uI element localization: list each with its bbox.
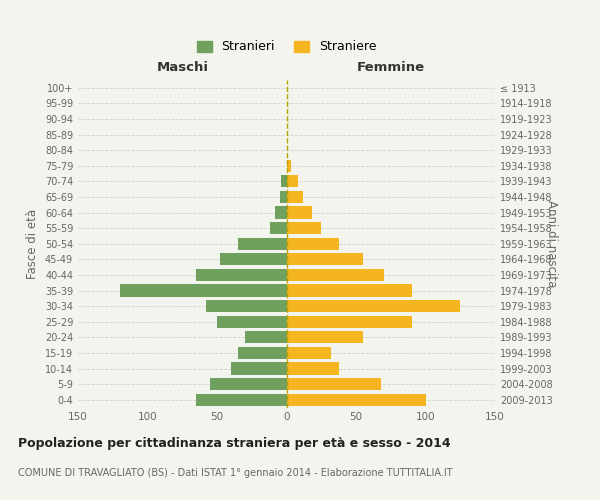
Bar	[210, 378, 287, 390]
Text: Maschi: Maschi	[156, 61, 208, 74]
Bar	[287, 284, 412, 296]
Bar	[287, 347, 331, 359]
Bar	[287, 331, 363, 344]
Bar	[196, 394, 287, 406]
Bar	[287, 176, 298, 188]
Bar	[287, 206, 311, 218]
Bar	[280, 191, 287, 203]
Text: COMUNE DI TRAVAGLIATO (BS) - Dati ISTAT 1° gennaio 2014 - Elaborazione TUTTITALI: COMUNE DI TRAVAGLIATO (BS) - Dati ISTAT …	[18, 468, 452, 477]
Bar	[245, 331, 287, 344]
Bar	[287, 269, 384, 281]
Bar	[287, 378, 381, 390]
Bar	[270, 222, 287, 234]
Bar	[119, 284, 287, 296]
Bar	[287, 300, 460, 312]
Bar	[196, 269, 287, 281]
Bar	[287, 222, 321, 234]
Bar	[287, 238, 340, 250]
Bar	[287, 362, 340, 374]
Bar	[238, 347, 287, 359]
Text: Popolazione per cittadinanza straniera per età e sesso - 2014: Popolazione per cittadinanza straniera p…	[18, 438, 451, 450]
Bar	[287, 254, 363, 266]
Bar	[220, 254, 287, 266]
Bar	[287, 316, 412, 328]
Bar	[287, 394, 425, 406]
Bar	[206, 300, 287, 312]
Bar	[238, 238, 287, 250]
Legend: Stranieri, Straniere: Stranieri, Straniere	[191, 36, 382, 59]
Bar	[287, 160, 290, 172]
Y-axis label: Fasce di età: Fasce di età	[26, 208, 39, 279]
Bar	[287, 191, 303, 203]
Bar	[231, 362, 287, 374]
Text: Femmine: Femmine	[356, 61, 425, 74]
Bar	[281, 176, 287, 188]
Y-axis label: Anni di nascita: Anni di nascita	[545, 200, 558, 288]
Bar	[217, 316, 287, 328]
Bar	[275, 206, 287, 218]
